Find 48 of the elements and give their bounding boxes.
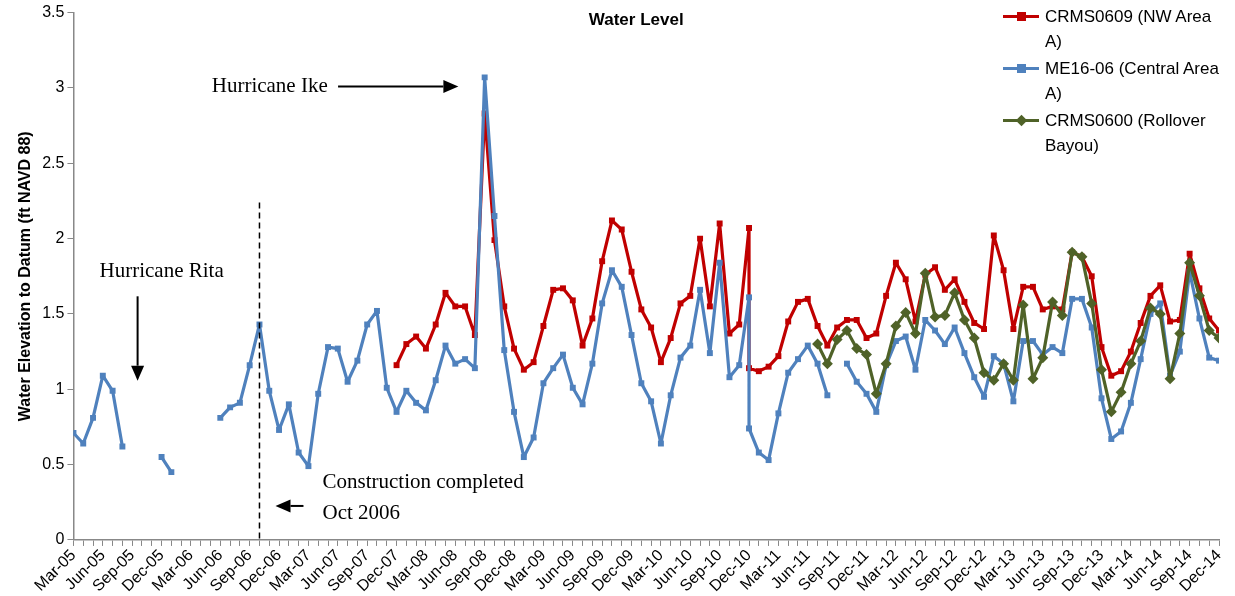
- point: [851, 343, 863, 355]
- legend-label: ME16-06 (Central Area A): [1045, 58, 1220, 105]
- y-tick-label: 2.5: [42, 153, 65, 171]
- annotation: Hurricane Ike: [211, 72, 328, 97]
- chart-title: Water Level: [588, 10, 684, 30]
- y-tick-label: 3: [55, 78, 65, 96]
- point: [909, 328, 921, 340]
- y-tick-label: 2: [55, 229, 65, 247]
- y-tick-label: 0: [55, 530, 65, 548]
- point: [821, 358, 833, 370]
- point: [880, 358, 892, 370]
- point: [968, 332, 980, 344]
- point: [1154, 308, 1166, 320]
- point: [939, 309, 951, 321]
- point: [1203, 325, 1215, 337]
- point: [988, 374, 1000, 386]
- point: [1096, 364, 1108, 376]
- point: [949, 287, 961, 299]
- y-tick-label: 0.5: [42, 455, 65, 473]
- point: [841, 325, 853, 337]
- point: [1115, 386, 1127, 398]
- point: [890, 320, 902, 332]
- point: [1047, 296, 1059, 308]
- point: [1193, 290, 1205, 302]
- point: [1125, 358, 1137, 370]
- point: [900, 306, 912, 318]
- point: [1105, 406, 1117, 418]
- point: [812, 338, 824, 350]
- point: [1174, 328, 1186, 340]
- y-axis-title: Water Elevation to Datum (ft NAVD 88): [16, 131, 34, 422]
- y-tick-label: 1: [55, 379, 65, 397]
- point: [1007, 374, 1019, 386]
- point: [1135, 335, 1147, 347]
- point: [978, 367, 990, 379]
- annotation: Hurricane Rita: [99, 257, 225, 282]
- point: [1037, 352, 1049, 364]
- point: [958, 314, 970, 326]
- point: [861, 349, 873, 361]
- point: [831, 334, 843, 346]
- point: [1086, 297, 1098, 309]
- point: [1144, 302, 1156, 314]
- legend-label: CRMS0600 (Rollover Bayou): [1045, 110, 1207, 157]
- ref-line-label: Construction completed Oct 2006: [322, 469, 525, 525]
- y-tick-label: 1.5: [42, 304, 65, 322]
- point: [1056, 309, 1068, 321]
- legend-label: CRMS0609 (NW Area A): [1045, 6, 1213, 53]
- point: [929, 311, 941, 323]
- y-tick-label: 3.5: [42, 3, 65, 21]
